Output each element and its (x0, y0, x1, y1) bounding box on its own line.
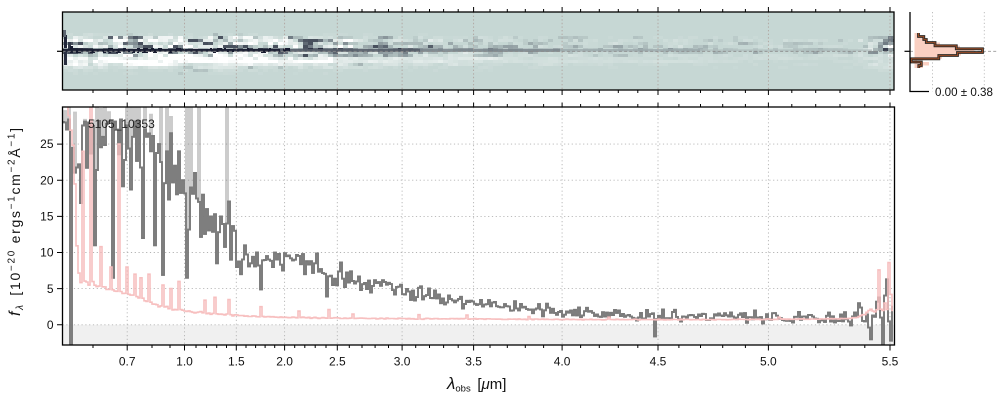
svg-text:2.5: 2.5 (329, 355, 346, 369)
svg-text:5.0: 5.0 (760, 355, 777, 369)
svg-text:0.7: 0.7 (119, 355, 136, 369)
svg-text:λobs [μm]: λobs [μm] (446, 374, 506, 395)
svg-text:20: 20 (40, 173, 54, 187)
svg-text:4.0: 4.0 (554, 355, 571, 369)
svg-text:5.5: 5.5 (882, 355, 899, 369)
svg-text:5105_10353: 5105_10353 (88, 117, 155, 131)
svg-text:0: 0 (47, 318, 54, 332)
svg-text:10: 10 (40, 246, 54, 260)
svg-text:0.00 ± 0.38: 0.00 ± 0.38 (935, 86, 993, 99)
svg-text:1.0: 1.0 (176, 355, 193, 369)
svg-text:4.5: 4.5 (650, 355, 667, 369)
svg-text:25: 25 (40, 137, 54, 151)
svg-text:15: 15 (40, 210, 54, 224)
svg-text:3.0: 3.0 (394, 355, 411, 369)
svg-text:3.5: 3.5 (465, 355, 482, 369)
svg-text:fλ [10−20 ergs−1cm−2Å−1]: fλ [10−20 ergs−1cm−2Å−1] (7, 126, 26, 316)
svg-text:5: 5 (47, 282, 54, 296)
svg-text:1.5: 1.5 (228, 355, 245, 369)
svg-text:2.0: 2.0 (276, 355, 293, 369)
